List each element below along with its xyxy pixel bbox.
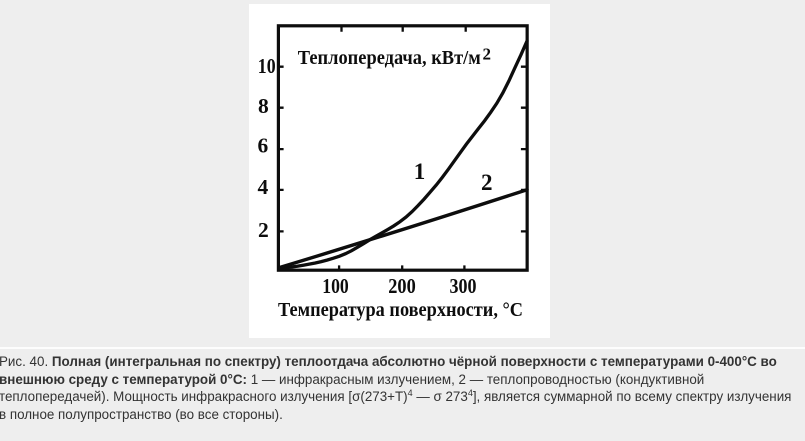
svg-text:200: 200 [388,274,416,298]
svg-text:10: 10 [258,54,276,78]
svg-text:1: 1 [414,159,426,184]
svg-text:2: 2 [258,218,269,242]
svg-text:2: 2 [481,170,493,195]
svg-text:300: 300 [450,274,477,298]
svg-text:6: 6 [258,134,269,158]
svg-text:8: 8 [258,94,269,118]
svg-text:2: 2 [483,45,492,64]
svg-text:Теплопередача, кВт/м: Теплопередача, кВт/м [298,47,481,69]
svg-text:100: 100 [322,274,349,298]
svg-text:Температура поверхности, °С: Температура поверхности, °С [278,299,523,321]
svg-text:4: 4 [257,175,268,199]
